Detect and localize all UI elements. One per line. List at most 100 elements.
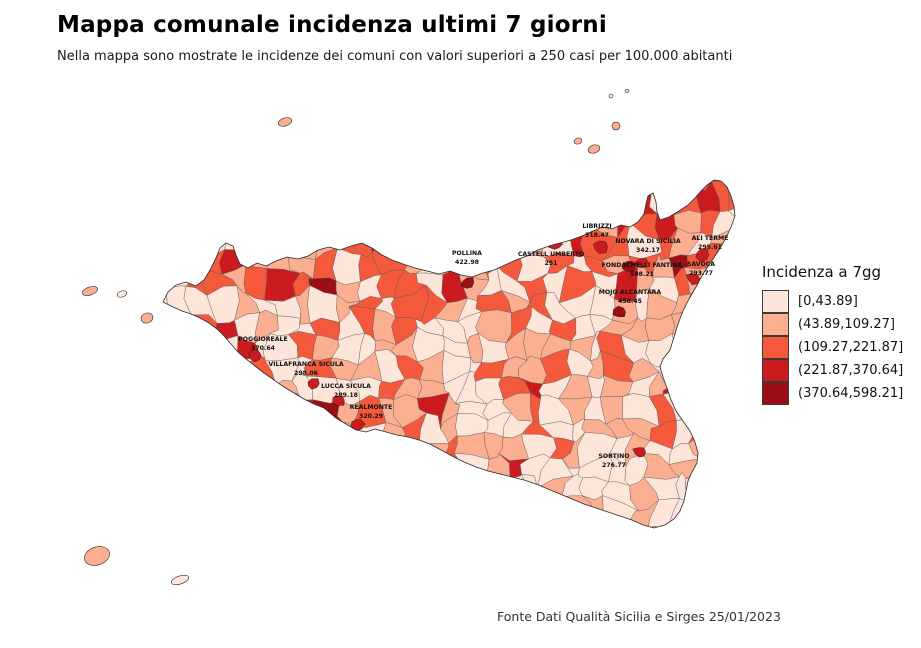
municipality-cell: [293, 415, 317, 445]
municipality-cell: [663, 378, 702, 395]
legend-label: (221.87,370.64]: [798, 363, 904, 378]
municipality-cell: [486, 502, 513, 528]
municipality-cell: [163, 350, 171, 385]
island: [573, 137, 583, 145]
municipality-cell: [245, 505, 282, 523]
municipality-value: 293.77: [689, 270, 713, 277]
municipality-label: POGGIOREALE: [238, 336, 287, 343]
municipality-cell: [129, 138, 143, 174]
municipality-cell: [541, 496, 569, 528]
municipality-cell: [140, 139, 176, 167]
municipality-cell: [314, 538, 344, 575]
municipality-cell: [549, 142, 565, 172]
municipality-cell: [163, 317, 173, 344]
municipality-cell: [288, 232, 319, 260]
municipality-cell: [496, 200, 530, 226]
island: [116, 290, 128, 298]
municipality-cell: [740, 229, 763, 251]
municipality-cell: [724, 180, 735, 196]
municipality-cell: [328, 456, 365, 491]
municipality-value: 276.77: [602, 462, 626, 469]
municipality-cell: [707, 460, 735, 479]
island: [587, 144, 601, 154]
municipality-cell: [497, 180, 531, 195]
municipality-cell: [485, 544, 505, 571]
island: [140, 312, 154, 324]
municipality-cell: [521, 546, 547, 566]
municipality-cell: [686, 141, 722, 175]
municipality-cell: [181, 474, 219, 513]
municipality-cell: [224, 209, 258, 241]
municipality-cell: [170, 524, 195, 528]
municipality-cell: [250, 439, 278, 468]
municipality-cell: [165, 338, 187, 365]
municipality-cell: [289, 456, 321, 486]
municipality-cell: [330, 143, 363, 171]
municipality-cell: [602, 138, 625, 172]
municipality-cell: [434, 516, 470, 528]
municipality-cell: [251, 203, 274, 240]
municipality-cell: [436, 180, 462, 193]
municipality-cell: [230, 182, 252, 220]
municipality-cell: [181, 314, 218, 339]
municipality-cell: [356, 436, 379, 458]
legend-item: (109.27,221.87]: [762, 335, 903, 359]
municipality-cell: [689, 288, 720, 319]
municipality-cell: [719, 144, 731, 177]
municipality-cell: [205, 542, 239, 572]
municipality-cell: [118, 443, 147, 463]
municipality-cell: [131, 272, 155, 296]
municipality-cell: [444, 476, 465, 502]
municipality-cell: [268, 186, 298, 211]
municipality-cell: [359, 152, 378, 173]
legend-label: (43.89,109.27]: [798, 317, 895, 332]
municipality-cell: [400, 183, 429, 209]
municipality-cell: [182, 504, 218, 528]
municipality-cell: [166, 506, 185, 527]
municipality-cell: [117, 503, 149, 528]
municipality-cell: [356, 454, 375, 491]
municipality-cell: [390, 453, 425, 491]
municipality-cell: [163, 412, 177, 444]
municipality-cell: [587, 180, 621, 197]
municipality-cell: [373, 439, 399, 459]
municipality-cell: [421, 203, 436, 239]
municipality-cell: [558, 180, 592, 197]
municipality-cell: [246, 461, 274, 478]
municipality-cell: [288, 143, 319, 167]
municipality-cell: [339, 437, 363, 464]
municipality-value: 598.21: [630, 271, 654, 278]
island: [171, 574, 189, 586]
municipality-cell: [221, 460, 251, 487]
municipality-cell: [163, 203, 191, 233]
municipality-cell: [354, 202, 380, 238]
municipality-cell: [670, 333, 702, 365]
municipality-cell: [222, 445, 260, 469]
municipality-cell: [189, 232, 211, 258]
municipality-cell: [290, 201, 318, 236]
municipality-cell: [328, 497, 353, 527]
municipality-cell: [726, 454, 735, 487]
municipality-highlight: [460, 277, 474, 289]
municipality-cell: [464, 523, 492, 528]
municipality-value: 320.29: [359, 413, 383, 420]
municipality-cell: [480, 190, 513, 205]
municipality-cell: [717, 266, 735, 292]
municipality-cell: [203, 391, 237, 413]
municipality-cell: [392, 551, 424, 577]
municipality-cell: [620, 142, 656, 175]
municipality-cell: [472, 198, 513, 228]
municipality-cell: [705, 474, 735, 507]
municipality-cell: [224, 476, 249, 510]
municipality-value: 251: [545, 260, 558, 267]
municipality-cell: [726, 439, 735, 468]
municipality-cell: [718, 377, 735, 397]
municipality-cell: [728, 140, 758, 175]
municipality-cell: [211, 475, 233, 510]
municipality-cell: [525, 180, 555, 192]
municipality-cell: [163, 337, 172, 365]
municipality-highlight: [612, 305, 626, 318]
municipality-highlight: [307, 378, 320, 390]
municipality-cell: [395, 487, 417, 507]
